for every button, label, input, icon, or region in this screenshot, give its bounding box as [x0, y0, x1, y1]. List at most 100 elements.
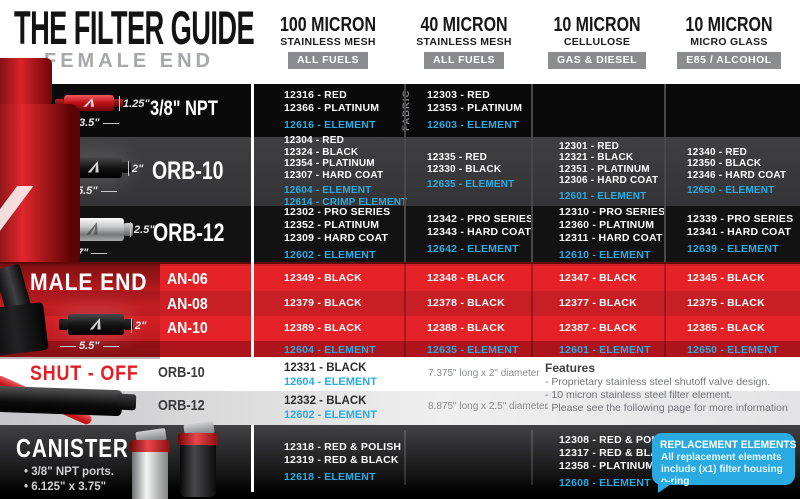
cell-100micron: 12318 - RED & POLISH 12319 - RED & BLACK…	[252, 425, 404, 499]
column-divider	[404, 430, 406, 485]
label-column-divider	[251, 425, 254, 492]
part-number: 12354 - PLATINUM	[284, 158, 375, 169]
part-number: 12307 - HARD COAT	[284, 169, 384, 181]
column-micron: 40 MICRON	[420, 14, 508, 36]
part-number: 12309 - HARD COAT	[284, 232, 389, 244]
part-number: 12316 - RED	[284, 89, 347, 101]
part-number: 12345 - BLACK	[687, 272, 765, 284]
row-orb-10: 2" ORB-10 5.5" 12304 - RED 12324 - BLACK…	[0, 135, 800, 208]
part-number: 12331 - BLACK	[284, 362, 367, 374]
cell-40micron: 12335 - RED 12330 - BLACK 12635 - ELEMEN…	[404, 137, 531, 206]
section-label-canister: CANISTER	[16, 433, 129, 463]
diameter-dimension: 1.25"	[119, 96, 150, 111]
cell-10micron-microglass: 12339 - PRO SERIES 12341 - HARD COAT 126…	[664, 206, 800, 262]
row-label: 3/8" NPT	[150, 97, 218, 120]
row-38-npt: 1.25" 3/8" NPT 3.5" 12316 - RED 12366 - …	[0, 84, 800, 137]
part-number: 12375 - BLACK	[687, 297, 765, 309]
element-part-number: 12614 - CRIMP ELEMENT	[284, 196, 408, 208]
column-header-40-micron: 40 MICRON STAINLESS MESH ALL FUELS	[398, 14, 530, 69]
part-number: 12353 - PLATINUM	[427, 102, 523, 114]
callout-body: All replacement elements include (x1) fi…	[661, 452, 783, 487]
header: THE FILTER GUIDE FEMALE END 100 MICRON S…	[0, 0, 800, 84]
element-part-number: 12604 - ELEMENT	[284, 343, 376, 356]
cell-100micron: 12304 - RED 12324 - BLACK 12354 - PLATIN…	[252, 135, 408, 208]
section-label-female-end: FEMALE END	[44, 50, 214, 72]
cell-40micron: 12342 - PRO SERIES 12343 - HARD COAT 126…	[404, 206, 534, 262]
part-number: 12304 - RED	[284, 135, 345, 146]
length-dimension: 5.5"	[58, 185, 117, 197]
length-dimension: 7"	[58, 247, 107, 259]
part-number: 12317 - RED & BLACK	[559, 447, 674, 459]
element-part-number: 12608 - ELEMENT	[559, 477, 651, 489]
canister-bullet: • 3/8" NPT ports.	[24, 466, 114, 478]
part-number: 12330 - BLACK	[427, 163, 502, 175]
column-divider	[531, 430, 533, 485]
row-label: ORB-10	[152, 157, 224, 185]
section-label-shut-off: SHUT - OFF	[30, 362, 139, 385]
part-number: 12377 - BLACK	[559, 297, 637, 309]
feature-item: - Please see the following page for more…	[545, 402, 788, 414]
part-number: 12346 - HARD COAT	[687, 169, 787, 181]
part-number: 12302 - PRO SERIES	[284, 206, 391, 218]
element-part-number: 12635 - ELEMENT	[427, 179, 515, 191]
part-number: 12332 - BLACK	[284, 395, 367, 407]
part-number: 12306 - HARD COAT	[559, 175, 659, 187]
fuel-badge: ALL FUELS	[423, 52, 505, 69]
diameter-dimension: 2.5"	[130, 222, 155, 237]
row-label-an10: AN-10	[167, 320, 208, 337]
part-number: 12350 - BLACK	[687, 158, 762, 169]
part-number: 12341 - HARD COAT	[687, 225, 792, 238]
part-number: 12358 - PLATINUM	[559, 460, 655, 472]
element-part-number: 12616 - ELEMENT	[284, 119, 376, 131]
column-micron: 10 MICRON	[553, 14, 641, 36]
column-divider	[531, 264, 533, 357]
part-number: 12342 - PRO SERIES	[427, 212, 534, 225]
column-media: STAINLESS MESH	[416, 36, 512, 48]
part-number: 12389 - BLACK	[284, 322, 362, 334]
part-number: 12360 - PLATINUM	[559, 219, 655, 231]
row-orb-12: 2.5" ORB-12 7" 12302 - PRO SERIES 12352 …	[0, 206, 800, 262]
black-filter-image	[59, 314, 133, 335]
column-divider	[404, 84, 406, 262]
row-label-orb10: ORB-10	[158, 364, 205, 381]
column-media: STAINLESS MESH	[280, 36, 376, 48]
column-media: CELLULOSE	[563, 36, 631, 48]
part-number: 12321 - BLACK	[559, 152, 634, 164]
part-number: 12366 - PLATINUM	[284, 102, 380, 114]
red-canister-photo-neck	[0, 58, 52, 108]
cell-100micron: 12302 - PRO SERIES 12352 - PLATINUM 1230…	[252, 206, 404, 262]
row-label-an06: AN-06	[167, 271, 208, 288]
element-part-number: 12601 - ELEMENT	[559, 343, 651, 356]
part-number: 12388 - BLACK	[427, 322, 505, 334]
element-part-number: 12642 - ELEMENT	[427, 242, 519, 255]
size-note: 7.375" long x 2" diameter	[428, 368, 540, 379]
features-title: Features	[545, 361, 596, 375]
cell-40micron: 12303 - RED 12353 - PLATINUM 12603 - ELE…	[404, 84, 531, 137]
element-part-number: 12639 - ELEMENT	[687, 242, 779, 255]
column-header-100-micron: 100 MICRON STAINLESS MESH ALL FUELS	[262, 14, 394, 69]
part-number: 12378 - BLACK	[427, 297, 505, 309]
fuel-badge: GAS & DIESEL	[547, 52, 647, 69]
callout-tail	[658, 482, 674, 493]
part-number: 12349 - BLACK	[284, 272, 362, 284]
page-title: THE FILTER GUIDE	[14, 1, 255, 54]
length-dimension: 5.5"	[60, 340, 119, 352]
length-dimension: 3.5"	[60, 117, 119, 129]
diameter-dimension: 2"	[131, 318, 146, 333]
part-number: 12379 - BLACK	[284, 297, 362, 309]
feature-item: - Proprietary stainless steel shutoff va…	[545, 376, 771, 388]
part-number: 12347 - BLACK	[559, 272, 637, 284]
part-number: 12324 - BLACK	[284, 146, 359, 158]
part-number: 12301 - RED	[559, 140, 620, 152]
element-part-number: 12604 - ELEMENT	[284, 185, 372, 196]
element-part-number: 12603 - ELEMENT	[427, 119, 519, 131]
part-number: 12318 - RED & POLISH	[284, 440, 402, 453]
callout-title: REPLACEMENT ELEMENTS	[660, 439, 797, 451]
canister-bullet: • 6.125" x 3.75"	[24, 481, 107, 493]
element-part-number: 12604 - ELEMENT	[284, 376, 377, 388]
part-number: 12311 - HARD COAT	[559, 232, 663, 244]
section-male-end: 12349 - BLACK 12348 - BLACK 12347 - BLAC…	[0, 262, 800, 359]
part-number: 12308 - RED & POLISH	[559, 434, 677, 446]
column-divider	[664, 264, 666, 357]
